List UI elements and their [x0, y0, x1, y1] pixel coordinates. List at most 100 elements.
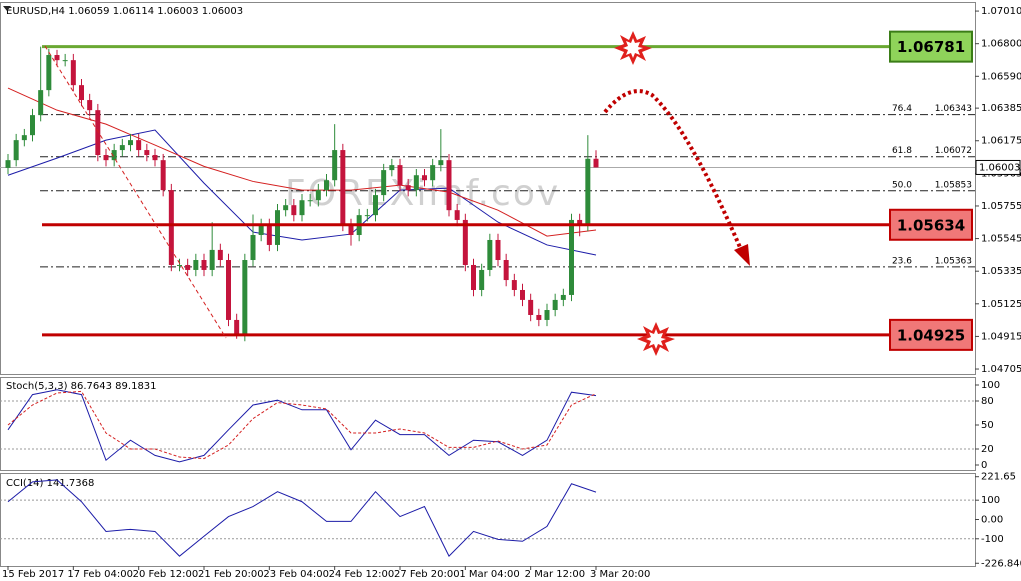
candle-body	[87, 100, 93, 111]
y-tick-label: 0	[981, 460, 987, 471]
menu-triangle	[3, 6, 11, 11]
candle-body	[405, 185, 411, 191]
projection-arrow	[603, 89, 744, 253]
y-tick-label: 1.06385	[981, 103, 1021, 114]
y-tick-label: 1.06175	[981, 136, 1021, 147]
panel-title: EURUSD,H4 1.06059 1.06114 1.06003 1.0600…	[6, 6, 243, 17]
candle-body	[454, 210, 460, 220]
candle-body	[168, 190, 174, 265]
fib-ratio: 23.6	[892, 256, 912, 266]
burst-top-core	[623, 38, 643, 58]
level-box	[889, 208, 973, 241]
candle-body	[291, 205, 297, 216]
moving-average	[7, 129, 597, 256]
candle-body	[152, 155, 158, 161]
indicator-line	[7, 390, 597, 460]
x-tick-label: 17 Feb 04:00	[67, 569, 133, 580]
fib-price: 1.05853	[935, 180, 972, 190]
candle-body	[315, 190, 321, 201]
y-tick-label: 1.05125	[981, 299, 1021, 310]
candle-body	[193, 260, 199, 270]
level-box	[889, 30, 973, 63]
candle-body	[103, 155, 109, 161]
candle-body	[250, 235, 256, 261]
candle-body	[258, 224, 264, 236]
candle-body	[128, 140, 133, 146]
fib-price: 1.05363	[935, 256, 972, 266]
candle-body	[144, 150, 150, 156]
indicator-line	[7, 389, 597, 463]
y-tick-label: 1.04705	[981, 364, 1021, 375]
candle-body	[446, 160, 452, 211]
candle-body	[528, 299, 534, 315]
candle-body	[479, 269, 485, 290]
candle-body	[299, 200, 305, 216]
panel-title: Stoch(5,3,3) 86.7643 89.1831	[6, 381, 157, 392]
panel-title: CCI(14) 141.7368	[6, 478, 94, 489]
candle-body	[332, 150, 338, 181]
moving-average	[7, 87, 597, 237]
x-tick-label: 27 Feb 20:00	[394, 569, 460, 580]
y-tick-label: 50	[981, 420, 994, 431]
candle-body	[185, 264, 191, 270]
candle-body	[585, 158, 591, 225]
candle-body	[70, 60, 76, 86]
candle-body	[226, 260, 231, 320]
candle-body	[364, 215, 370, 217]
y-tick-label: 1.04915	[981, 331, 1021, 342]
x-tick-label: 24 Feb 12:00	[329, 569, 395, 580]
candle-body	[30, 115, 35, 136]
candle-body	[217, 249, 223, 261]
x-tick-label: 23 Feb 04:00	[263, 569, 329, 580]
y-tick-label: 100	[981, 495, 1000, 506]
fib-ratio: 76.4	[892, 104, 912, 114]
candle-body	[487, 239, 493, 270]
candle-body	[422, 175, 427, 181]
level-label: 1.04925	[897, 326, 965, 344]
level-label: 1.05634	[897, 216, 965, 234]
watermark: FOREXimf.cov	[285, 173, 560, 214]
candle-body	[397, 165, 403, 186]
candle-body	[438, 160, 444, 166]
projection-arrowhead	[734, 244, 750, 266]
candle-body	[511, 280, 517, 290]
y-tick-label: 1.05335	[981, 266, 1021, 277]
candle-body	[275, 210, 280, 245]
candle-body	[46, 55, 52, 91]
candle-body	[21, 135, 27, 141]
candle-body	[413, 175, 419, 191]
candle-body	[38, 90, 44, 116]
level-box	[889, 318, 973, 351]
x-tick-label: 20 Feb 12:00	[133, 569, 199, 580]
candle-body	[283, 205, 289, 211]
candle-body	[119, 145, 125, 151]
candle-body	[307, 200, 313, 202]
y-tick-label: 1.07010	[981, 6, 1021, 17]
y-tick-label: 1.05545	[981, 234, 1021, 245]
candle-body	[209, 249, 215, 270]
burst-bottom-core	[646, 329, 666, 349]
candle-body	[62, 60, 68, 62]
plot-layer: 1.070101.068001.065901.063851.061751.059…	[0, 6, 1021, 580]
fib-ratio: 61.8	[892, 146, 912, 156]
current-price-box	[975, 159, 1021, 175]
y-tick-label: 20	[981, 444, 994, 455]
candle-body	[95, 110, 101, 156]
candle-body	[381, 170, 387, 196]
candle-body	[111, 150, 117, 161]
level-label: 1.06781	[897, 38, 965, 56]
fib-anchor-line	[44, 45, 227, 339]
candle-body	[340, 150, 346, 225]
candle-body	[569, 219, 574, 295]
y-tick-label: 0.00	[981, 514, 1003, 525]
x-tick-label: 21 Feb 20:00	[198, 569, 264, 580]
y-tick-label: 1.06590	[981, 71, 1021, 82]
candle-body	[136, 140, 142, 151]
candle-body	[5, 160, 11, 168]
indicator-line	[7, 479, 597, 558]
cci-panel-frame	[0, 473, 976, 567]
x-tick-label: 2 Mar 12:00	[525, 569, 585, 580]
fib-price: 1.06343	[935, 104, 972, 114]
